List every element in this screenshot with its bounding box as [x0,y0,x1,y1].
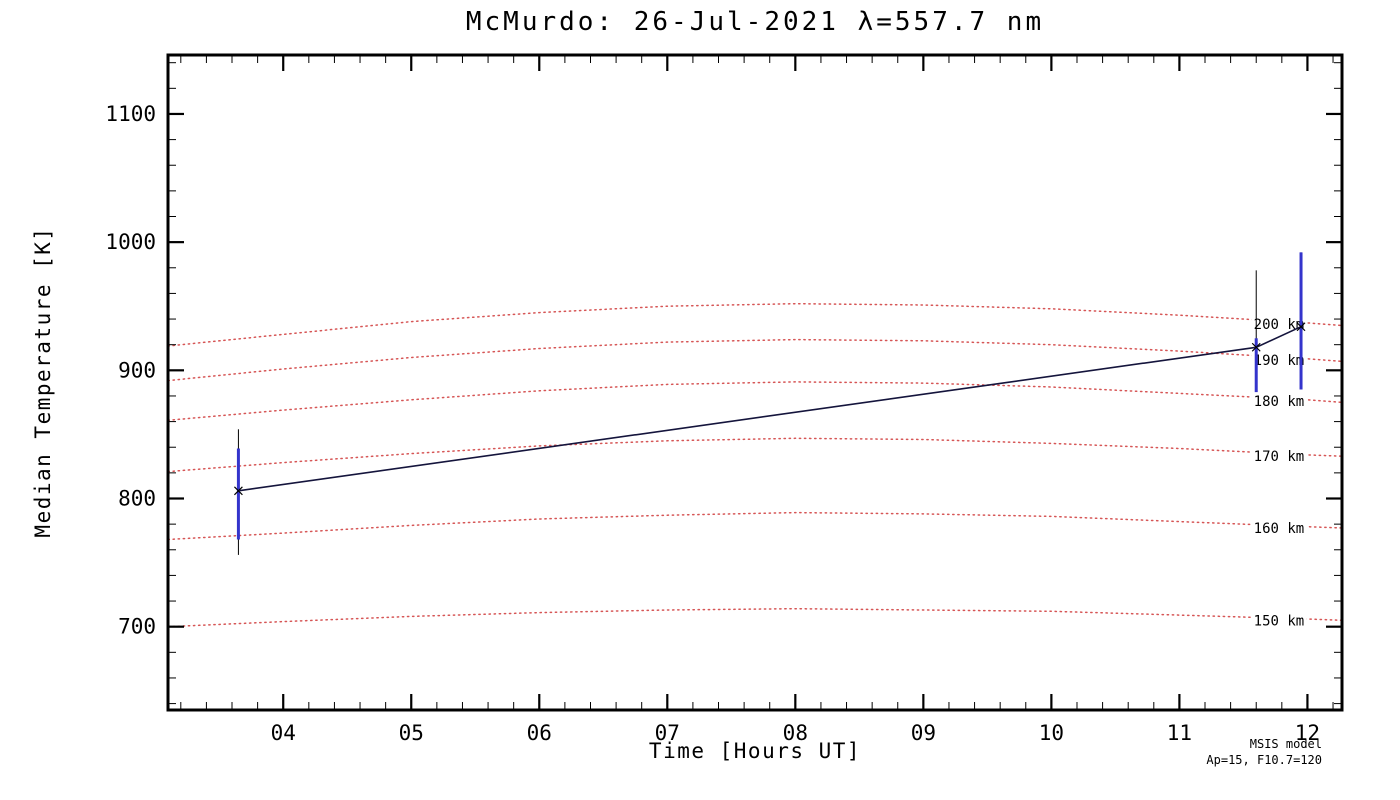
plot-frame [166,53,1344,712]
y-tick-label: 1000 [105,230,156,254]
msis-params-label: Ap=15, F10.7=120 [1206,753,1322,767]
model-curve-180km [167,381,1343,422]
model-label-180km: 180 km [1254,394,1305,410]
model-label-bg-160km [1251,519,1307,537]
model-label-bg-190km [1251,351,1307,369]
model-curve-200km [167,302,1343,347]
data-point-marker-2 [1296,322,1306,332]
model-label-bg-200km [1251,315,1307,333]
msis-model-label: MSIS model [1250,737,1322,751]
x-tick-label: 11 [1167,721,1192,745]
model-label-bg-180km [1251,392,1307,410]
x-tick-label: 10 [1039,721,1064,745]
model-label-bg-170km [1251,447,1307,465]
model-label-170km: 170 km [1254,449,1305,465]
x-tick-label: 04 [271,721,296,745]
model-label-160km: 160 km [1254,521,1305,537]
y-tick-label: 800 [118,487,156,511]
model-label-bg-150km [1251,611,1307,629]
y-tick-label: 700 [118,615,156,639]
model-label-190km: 190 km [1254,353,1305,369]
x-tick-label: 12 [1295,721,1320,745]
chart-title: McMurdo: 26-Jul-2021 λ=557.7 nm [466,7,1044,37]
y-tick-label: 1100 [105,102,156,126]
x-tick-label: 05 [399,721,424,745]
chart-generated-content: 200 km 190 km 180 km 170 km 160 km 150 km 04 05… [105,53,1344,745]
model-curve-170km [167,437,1343,473]
model-label-200km: 200 km [1254,317,1305,333]
y-tick-label: 900 [118,358,156,382]
y-axis-label: Median Temperature [K] [31,226,55,537]
data-point-marker-0 [233,486,243,496]
median-temperature-line [238,325,1302,492]
data-point-marker-1 [1251,342,1261,352]
model-label-150km: 150 km [1254,613,1305,629]
x-tick-label: 07 [655,721,680,745]
x-axis-label: Time [Hours UT] [649,739,861,763]
x-tick-label: 09 [911,721,936,745]
x-tick-label: 08 [783,721,808,745]
model-curve-190km [167,338,1343,382]
model-curve-150km [167,607,1343,628]
model-curve-160km [167,511,1343,541]
x-tick-label: 06 [527,721,552,745]
